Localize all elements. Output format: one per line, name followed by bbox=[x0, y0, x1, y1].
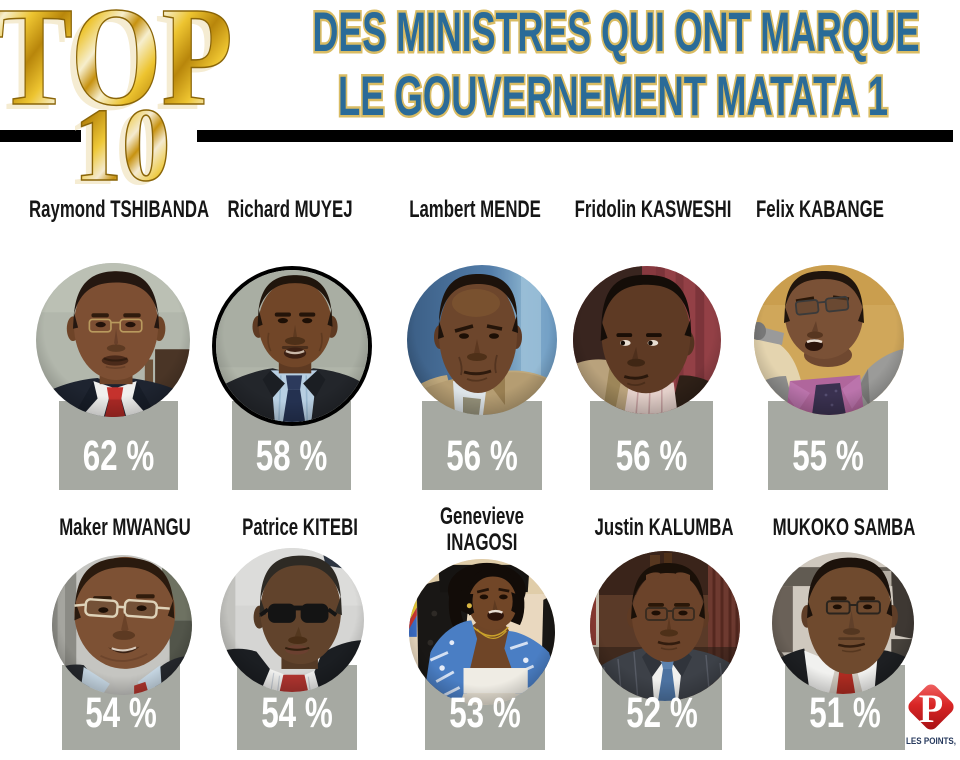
svg-text:10: 10 bbox=[67, 90, 164, 195]
svg-text:TOP: TOP bbox=[0, 0, 233, 136]
svg-text:DES MINISTRES QUI ONT MARQUE: DES MINISTRES QUI ONT MARQUE bbox=[313, 0, 920, 63]
svg-text:LE GOUVERNEMENT MATATA 1: LE GOUVERNEMENT MATATA 1 bbox=[338, 64, 888, 125]
svg-text:P: P bbox=[919, 686, 943, 731]
svg-text:10: 10 bbox=[74, 86, 171, 195]
svg-text:TOP: TOP bbox=[0, 0, 226, 141]
svg-text:LES POINTS,: LES POINTS, bbox=[906, 736, 956, 746]
